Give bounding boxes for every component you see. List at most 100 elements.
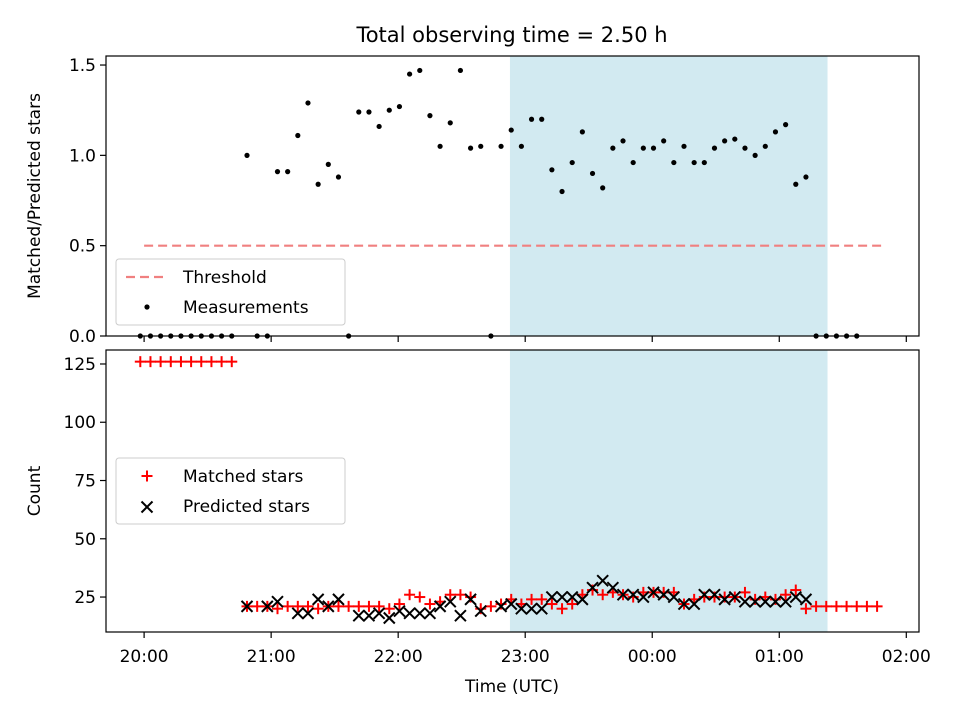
count-panel: 25 50 75 100 125 20:00 21:00 22:00 23:00 00:00 01… [25, 349, 931, 697]
predicted-star-point [657, 588, 670, 601]
matched-star-point [566, 598, 578, 610]
predicted-star-point [728, 590, 742, 604]
matched-star-point [282, 600, 294, 612]
threshold-legend-label: Threshold [182, 268, 267, 288]
measurement-point [620, 138, 626, 144]
predicted-star-point [626, 588, 640, 601]
predicted-star-point [565, 590, 579, 604]
measurement-point [539, 116, 545, 122]
predicted-star-point [505, 597, 518, 611]
matched-star-point [226, 356, 238, 368]
measurement-point [447, 120, 453, 126]
measurement-point [691, 159, 697, 166]
matched-star-point [424, 598, 436, 610]
ratio-panel: 0.0 0.5 1.0 1.5 Matched/Predicted stars Thr… [25, 55, 920, 347]
measurement-point [762, 143, 768, 149]
measurement-point [356, 109, 362, 115]
matched-star-point [393, 598, 405, 610]
matched-star-point [332, 600, 344, 612]
matched-star-point [144, 356, 156, 368]
matched-star-point [475, 603, 487, 615]
measurement-point [681, 143, 687, 149]
predicted-star-point [322, 600, 335, 613]
measurement-point [549, 167, 555, 173]
predicted-star-point [261, 600, 274, 613]
predicted-star-point [240, 600, 254, 613]
predicted-star-point [708, 588, 721, 601]
ratio-series [137, 67, 860, 339]
matched-star-point [292, 600, 304, 612]
measurement-point [671, 159, 677, 166]
matched-star-point [195, 356, 207, 368]
predicted-star-point [759, 595, 772, 608]
predicted-stars-legend-label: Predicted stars [183, 497, 310, 517]
measurement-point [711, 145, 718, 151]
predicted-star-point [301, 607, 315, 620]
measurement-point [752, 152, 758, 158]
predicted-stars-legend-swatch [140, 500, 154, 514]
measurement-point [285, 169, 291, 175]
predicted-star-point [698, 588, 711, 601]
measurement-point [386, 107, 392, 113]
predicted-star-point [545, 590, 559, 604]
predicted-star-point [779, 595, 792, 608]
measurement-point [467, 145, 474, 151]
predicted-star-point [616, 588, 630, 601]
predicted-star-point [464, 593, 477, 606]
x-tick-label: 23:00 [501, 647, 550, 667]
matched-star-point [363, 600, 375, 612]
measurement-point [295, 132, 301, 139]
matched-star-point [739, 586, 751, 598]
predicted-star-point [555, 590, 569, 604]
measurement-point [569, 159, 575, 166]
matched-star-point [353, 600, 365, 612]
predicted-star-point [372, 607, 386, 620]
y-tick-label: 1.5 [69, 56, 96, 76]
ratio-y-ticks: 0.0 0.5 1.0 1.5 [69, 56, 106, 347]
matched-star-point [271, 603, 283, 615]
count-plot-frame [105, 349, 920, 633]
measurement-point [772, 129, 779, 135]
predicted-star-point [596, 574, 609, 587]
matched-star-point [454, 589, 466, 601]
matched-stars-legend-label: Matched stars [183, 467, 303, 487]
y-tick-label: 0.0 [69, 327, 96, 347]
matched-star-point [526, 593, 538, 605]
measurement-point [437, 143, 443, 149]
measurement-point [701, 159, 707, 166]
predicted-star-point [789, 590, 802, 604]
predicted-star-point [291, 607, 305, 620]
predicted-star-point [413, 607, 426, 620]
observing-window-band [509, 350, 828, 632]
measurements-legend-swatch [144, 304, 150, 310]
count-y-axis-title: Count [25, 465, 45, 516]
measurement-point [742, 145, 748, 151]
matched-star-point [800, 603, 812, 615]
matched-star-point [444, 589, 456, 601]
chart-title: Total observing time = 2.50 h [355, 23, 667, 47]
measurement-point [803, 174, 809, 180]
measurement-point [376, 123, 382, 130]
x-tick-label: 22:00 [374, 647, 423, 667]
matched-star-point [851, 600, 863, 612]
predicted-star-point [799, 593, 813, 606]
measurement-point [274, 169, 281, 175]
matched-star-point [871, 600, 883, 612]
count-x-ticks: 20:00 21:00 22:00 23:00 00:00 01:00 02:00 [120, 632, 931, 667]
measurement-point [417, 67, 423, 74]
observing-window-band [509, 56, 828, 336]
measurement-point [793, 181, 799, 187]
matched-star-point [216, 356, 228, 368]
predicted-star-point [393, 604, 406, 618]
matched-star-point [485, 600, 497, 612]
predicted-star-point [606, 581, 620, 594]
measurement-point [335, 174, 342, 180]
matched-star-point [536, 593, 548, 605]
measurement-point [589, 170, 596, 177]
matched-star-point [810, 600, 822, 612]
measurement-point [427, 113, 433, 119]
matched-star-point [312, 603, 324, 615]
matched-star-point [185, 356, 197, 368]
predicted-star-point [311, 593, 325, 606]
measurement-point [498, 143, 504, 149]
